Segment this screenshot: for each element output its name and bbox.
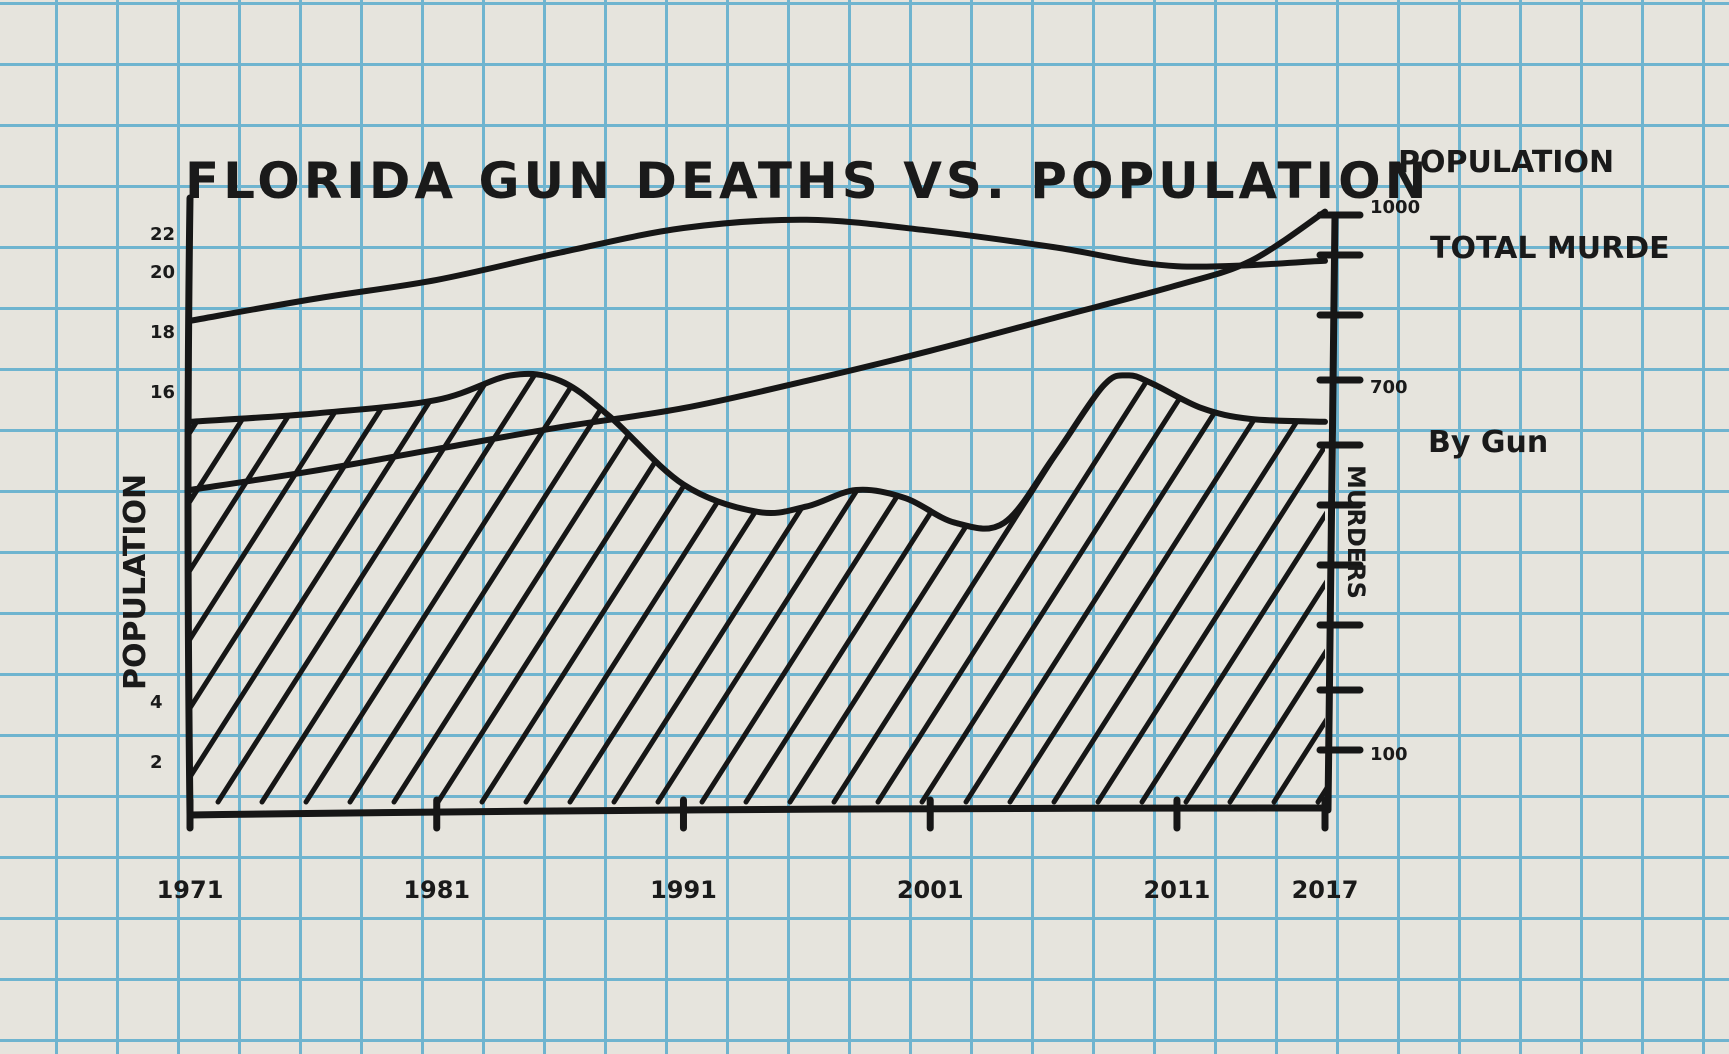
hatch-stroke bbox=[919, 373, 1225, 805]
series-lines bbox=[187, 208, 1328, 532]
right-tick-label: 100 bbox=[1370, 744, 1408, 765]
hatch-stroke bbox=[259, 373, 565, 805]
hatch-stroke bbox=[1362, 332, 1662, 802]
series-label-0: TOTAL MURDE bbox=[1430, 231, 1670, 266]
right-tick-label: 700 bbox=[1370, 377, 1408, 398]
hatch-stroke bbox=[611, 373, 917, 805]
hatch-stroke bbox=[875, 373, 1181, 805]
hatch-stroke bbox=[1095, 373, 1325, 805]
hatch-fill bbox=[0, 332, 1706, 805]
chart-title: FLORIDA GUN DEATHS VS. POPULATION bbox=[185, 152, 1430, 210]
x-tick-labels: 1971 1981 1991 2001 2011 2017 bbox=[157, 876, 1359, 904]
right-tick-marks bbox=[1316, 211, 1364, 754]
hatch-stroke bbox=[1183, 373, 1325, 805]
left-tick-label: 16 bbox=[150, 382, 175, 403]
x-tick-marks bbox=[186, 796, 1329, 832]
left-tick-label: 20 bbox=[150, 262, 175, 283]
left-tick-label: 22 bbox=[150, 224, 175, 245]
hatch-stroke bbox=[1227, 373, 1325, 805]
left-axis-label: POPULATION bbox=[118, 474, 153, 690]
x-tick-label: 2011 bbox=[1144, 876, 1211, 904]
hatch-stroke bbox=[787, 373, 1093, 805]
hatch-stroke bbox=[1007, 373, 1313, 805]
series-line-0 bbox=[187, 216, 1328, 324]
series-line-1 bbox=[187, 370, 1328, 532]
top-right-label: POPULATION bbox=[1398, 145, 1614, 180]
left-tick-label: 18 bbox=[150, 322, 175, 343]
hatch-stroke bbox=[0, 332, 34, 802]
hatch-stroke bbox=[347, 373, 653, 805]
hatch-stroke bbox=[0, 332, 122, 802]
series-label-1: By Gun bbox=[1428, 425, 1548, 460]
x-tick-label: 2017 bbox=[1292, 876, 1359, 904]
hatch-stroke bbox=[0, 332, 78, 802]
left-axis bbox=[184, 194, 194, 819]
x-tick-label: 1971 bbox=[157, 876, 224, 904]
hatch-stroke bbox=[190, 373, 213, 805]
series-line-2 bbox=[187, 208, 1328, 493]
hatch-stroke bbox=[523, 373, 829, 805]
hatch-stroke bbox=[190, 373, 477, 805]
hatch-stroke bbox=[963, 373, 1269, 805]
hatch-stroke bbox=[743, 373, 1049, 805]
x-tick-label: 1981 bbox=[403, 876, 470, 904]
right-axis bbox=[1324, 211, 1339, 814]
hatch-stroke bbox=[435, 373, 741, 805]
hatch-stroke bbox=[1139, 373, 1325, 805]
left-tick-label: 4 bbox=[150, 692, 163, 713]
x-axis bbox=[186, 804, 1329, 819]
left-tick-labels: 22 20 18 16 4 2 bbox=[150, 224, 175, 773]
right-tick-label: 1000 bbox=[1370, 197, 1420, 218]
hatch-stroke bbox=[699, 373, 1005, 805]
right-tick-labels: 1000 700 100 bbox=[1370, 197, 1420, 765]
hatch-stroke bbox=[1271, 373, 1325, 805]
series-labels: TOTAL MURDE By Gun bbox=[1428, 231, 1670, 460]
hatch-stroke bbox=[215, 373, 521, 805]
hatch-stroke bbox=[1051, 373, 1325, 805]
hatch-stroke bbox=[479, 373, 785, 805]
x-tick-label: 1991 bbox=[650, 876, 717, 904]
right-axis-label: MURDERS bbox=[1342, 465, 1370, 599]
left-tick-label: 2 bbox=[150, 752, 163, 773]
x-tick-label: 2001 bbox=[897, 876, 964, 904]
hatch-stroke bbox=[303, 373, 609, 805]
hatch-stroke bbox=[1406, 332, 1706, 802]
